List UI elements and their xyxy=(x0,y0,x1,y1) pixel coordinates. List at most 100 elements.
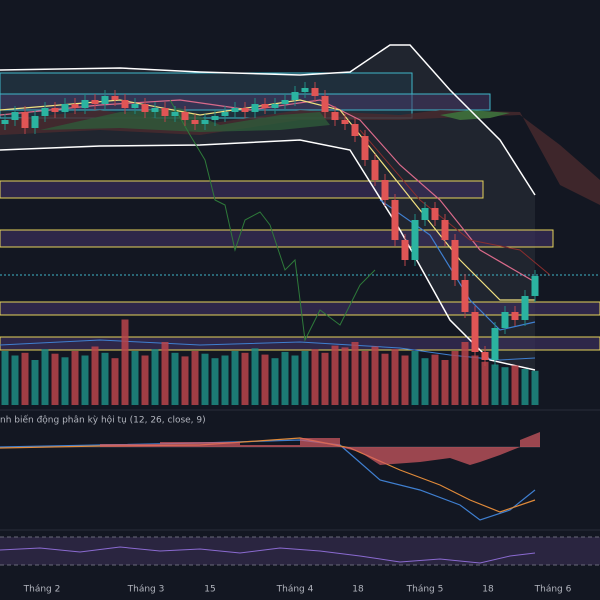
volume-bar xyxy=(381,353,389,405)
volume-bar xyxy=(21,352,29,405)
candle-body xyxy=(11,112,19,120)
candle-body xyxy=(121,100,129,108)
volume-bar xyxy=(281,351,289,405)
candle-body xyxy=(301,88,309,92)
lagging-span xyxy=(169,99,376,342)
volume-bar xyxy=(351,342,359,405)
volume-bar xyxy=(391,349,399,405)
candle-body xyxy=(51,108,59,112)
zone-box xyxy=(0,336,600,351)
candle-body xyxy=(221,112,229,116)
candle-body xyxy=(231,108,239,112)
volume-bar xyxy=(141,355,149,405)
volume-bar xyxy=(531,370,539,405)
candle-body xyxy=(321,96,329,112)
volume-bar xyxy=(161,342,169,405)
macd-histogram xyxy=(0,432,540,465)
volume-bar xyxy=(401,355,409,405)
volume-bar xyxy=(251,348,259,405)
volume-bar xyxy=(431,354,439,405)
candle-body xyxy=(361,136,369,160)
volume-bar xyxy=(521,369,529,405)
volume-bar xyxy=(491,364,499,405)
volume-bar xyxy=(171,352,179,405)
volume-bar xyxy=(41,349,49,405)
volume-bar xyxy=(111,358,119,405)
volume-bar xyxy=(421,358,429,405)
volume-bar xyxy=(81,355,89,405)
candle-body xyxy=(441,220,449,240)
volume-bar xyxy=(261,354,269,405)
candle-body xyxy=(341,120,349,124)
volume-bar xyxy=(371,346,379,405)
x-tick-label: Tháng 5 xyxy=(406,585,444,595)
volume-bar xyxy=(271,358,279,405)
candle-body xyxy=(201,120,209,124)
candle-body xyxy=(151,108,159,112)
candle-body xyxy=(31,116,39,128)
volume-bar xyxy=(91,346,99,405)
x-tick-label: Tháng 4 xyxy=(276,585,314,595)
volume-bar xyxy=(11,355,19,405)
candle-body xyxy=(391,200,399,240)
candle-body xyxy=(1,120,9,124)
cloud xyxy=(0,110,600,205)
candle-body xyxy=(401,240,409,260)
volume-bar xyxy=(51,353,59,405)
candle-body xyxy=(261,104,269,108)
candle-body xyxy=(381,180,389,200)
volume-bar xyxy=(231,351,239,405)
candle-body xyxy=(191,120,199,124)
volume-bar xyxy=(131,351,139,405)
volume-bar xyxy=(511,365,519,405)
candle-body xyxy=(511,312,519,320)
volume-bar xyxy=(311,349,319,405)
candle-body xyxy=(311,88,319,96)
moving-average xyxy=(0,99,535,301)
volume-bar xyxy=(101,352,109,405)
volume-bar xyxy=(341,347,349,405)
volume-bar xyxy=(411,351,419,405)
volume-bar xyxy=(211,358,219,405)
rsi-line xyxy=(0,546,536,564)
volume-bar xyxy=(291,355,299,405)
candle-body xyxy=(451,240,459,280)
x-tick-label: Tháng 6 xyxy=(534,585,572,595)
candle-body xyxy=(421,208,429,220)
x-tick-label: 15 xyxy=(204,585,215,595)
candle-body xyxy=(141,104,149,112)
volume-bar xyxy=(191,351,199,405)
candle-body xyxy=(491,328,499,360)
candle-body xyxy=(61,104,69,112)
volume-bar xyxy=(31,360,39,405)
bollinger-upper xyxy=(0,44,536,196)
zone-box xyxy=(0,180,484,199)
x-tick-label: 18 xyxy=(482,585,494,595)
volume-bar xyxy=(181,356,189,405)
candle-body xyxy=(461,280,469,312)
volume-bar xyxy=(71,351,79,405)
candle-body xyxy=(331,112,339,120)
volume-bar xyxy=(471,355,479,405)
candle-body xyxy=(481,352,489,360)
volume-bar xyxy=(221,355,229,405)
macd-label: nh biến động phân kỳ hội tụ (12, 26, clo… xyxy=(0,415,206,426)
candle-body xyxy=(171,112,179,116)
candle-body xyxy=(161,108,169,116)
volume-bar xyxy=(121,319,129,405)
candle-body xyxy=(501,312,509,328)
volume-bar xyxy=(361,351,369,405)
volume-bar xyxy=(1,351,9,405)
volume-bar xyxy=(461,342,469,405)
rsi-band xyxy=(0,537,600,565)
candle-body xyxy=(131,104,139,108)
candle-body xyxy=(41,108,49,116)
candle-body xyxy=(91,100,99,104)
candle-body xyxy=(181,112,189,120)
candle-body xyxy=(241,108,249,112)
volume-bar xyxy=(61,357,69,405)
volume-bar xyxy=(241,352,249,405)
x-tick-label: Tháng 2 xyxy=(23,585,61,595)
candle-body xyxy=(81,100,89,108)
